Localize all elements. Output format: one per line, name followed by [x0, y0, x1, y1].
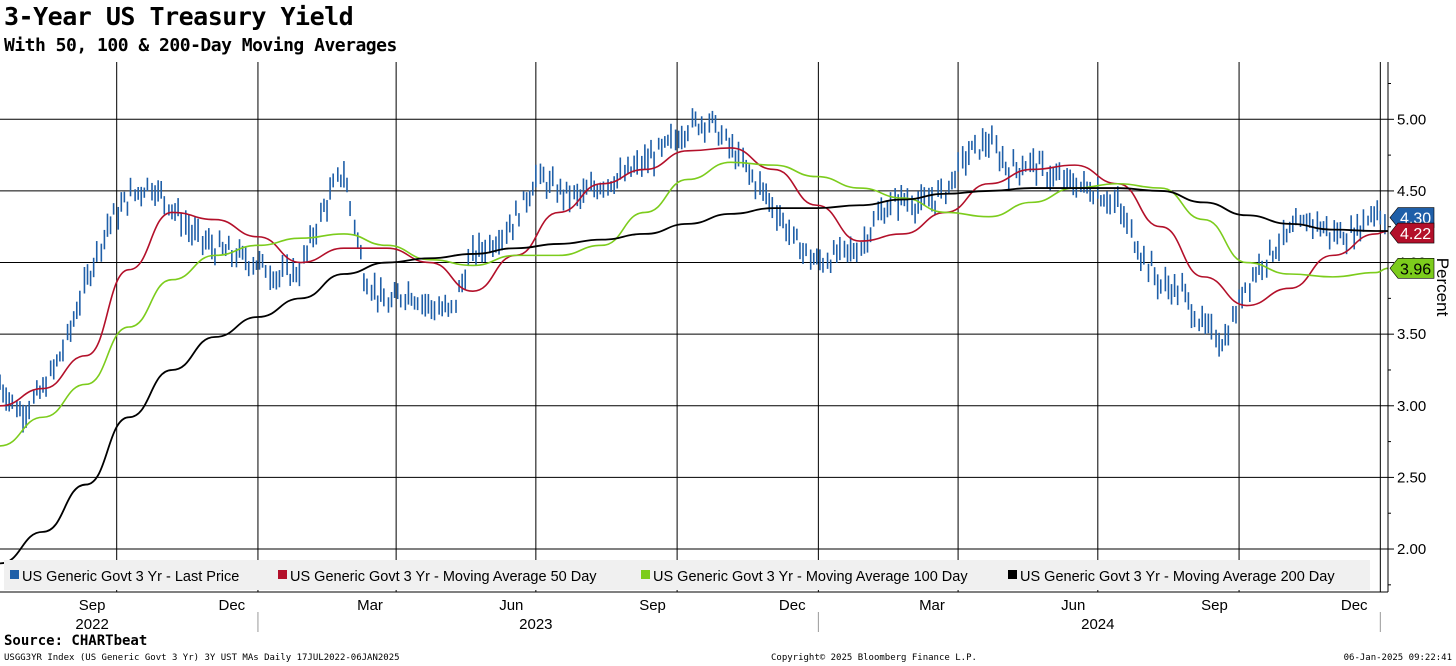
x-month-label: Dec [219, 597, 246, 614]
x-year-label: 2024 [1081, 616, 1114, 633]
x-month-label: Dec [1341, 597, 1368, 614]
last-value-tag-label: 4.22 [1400, 226, 1431, 243]
x-month-label: Sep [639, 597, 666, 614]
ma200-line [0, 187, 1388, 565]
legend-background [4, 560, 1370, 590]
last-value-tag: 4.22 [1389, 222, 1435, 244]
legend-label: US Generic Govt 3 Yr - Moving Average 50… [290, 569, 597, 585]
grid-layer [0, 62, 1388, 592]
legend: US Generic Govt 3 Yr - Last Price US Gene… [4, 560, 1370, 590]
legend-swatch [641, 570, 650, 579]
legend-swatch [278, 570, 287, 579]
last-value-tag-bg [1389, 222, 1435, 244]
y-tick-label: 2.50 [1397, 469, 1426, 486]
x-month-label: Dec [779, 597, 806, 614]
last-value-tag-bg [1389, 257, 1435, 279]
last-value-tag: 3.96 [1389, 257, 1435, 279]
source-label: Source: CHARTbeat [4, 633, 148, 649]
axes: 5.004.504.003.503.002.502.004.304.223.96… [0, 62, 1452, 633]
chart-title: 3-Year US Treasury Yield [4, 2, 354, 31]
timestamp: 06-Jan-2025 09:22:41 [1343, 653, 1452, 663]
y-tick-label: 3.00 [1397, 398, 1426, 415]
index-info: USGG3YR Index (US Generic Govt 3 Yr) 3Y … [4, 653, 400, 663]
y-tick-label: 4.50 [1397, 183, 1426, 200]
legend-label: US Generic Govt 3 Yr - Last Price [22, 569, 239, 585]
x-month-label: Sep [79, 597, 106, 614]
x-year-label: 2022 [75, 616, 108, 633]
legend-swatch [1008, 570, 1017, 579]
x-month-label: Jun [1061, 597, 1085, 614]
ma100-line [0, 161, 1389, 447]
x-month-label: Mar [357, 597, 383, 614]
ma50-line [0, 147, 1389, 407]
chart-subtitle: With 50, 100 & 200-Day Moving Averages [4, 35, 397, 56]
x-year-label: 2023 [519, 616, 552, 633]
x-month-label: Mar [919, 597, 945, 614]
y-tick-label: 2.00 [1397, 541, 1426, 558]
y-tick-label: 5.00 [1397, 111, 1426, 128]
x-month-label: Jun [499, 597, 523, 614]
last-value-tag-label: 3.96 [1400, 261, 1431, 278]
y-tick-label: 3.50 [1397, 326, 1426, 343]
legend-swatch [10, 570, 19, 579]
copyright: Copyright© 2025 Bloomberg Finance L.P. [771, 653, 977, 663]
x-month-label: Sep [1201, 597, 1228, 614]
y-axis-label: Percent [1433, 258, 1452, 317]
legend-label: US Generic Govt 3 Yr - Moving Average 20… [1020, 569, 1335, 585]
series-layer [0, 108, 1389, 565]
legend-label: US Generic Govt 3 Yr - Moving Average 10… [653, 569, 968, 585]
